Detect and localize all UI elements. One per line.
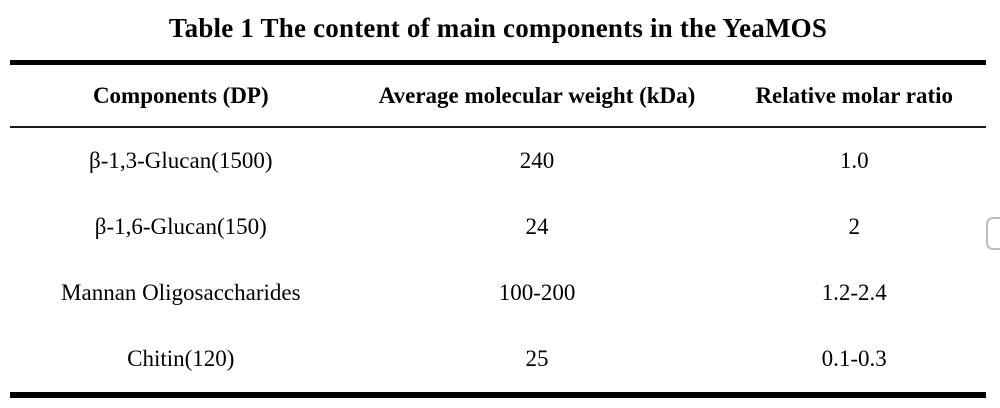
table-row: Chitin(120) 25 0.1-0.3 [10,326,986,392]
cell-component-name: β-1,6-Glucan(150) [94,214,267,239]
cell-molecular-weight: 240 [519,148,555,173]
column-header-components: Components (DP) [92,82,269,108]
cell-molar-ratio: 2 [848,214,860,239]
cell-component-name: β-1,3-Glucan(1500) [89,148,273,173]
cell-molecular-weight: 100-200 [498,280,576,305]
table-row: β-1,3-Glucan(1500) 240 1.0 [10,128,986,194]
cell-molecular-weight: 24 [525,214,549,239]
components-table: Components (DP) Average molecular weight… [10,60,986,398]
table-header-row: Components (DP) Average molecular weight… [10,65,986,128]
cell-component-name: Mannan Oligosaccharides [61,280,301,305]
cell-molar-ratio: 1.2-2.4 [821,280,887,305]
table-title: Table 1 The content of main components i… [168,12,828,43]
clipped-edge-widget [986,217,1000,250]
cell-molar-ratio: 1.0 [839,148,869,173]
column-header-molar-ratio: Relative molar ratio [755,82,954,108]
cell-component-name: Chitin(120) [127,346,235,371]
cell-molecular-weight: 25 [525,346,549,371]
cell-molar-ratio: 0.1-0.3 [821,346,887,371]
table-row: β-1,6-Glucan(150) 24 2 [10,194,986,260]
column-header-molecular-weight: Average molecular weight (kDa) [378,82,696,108]
table-row: Mannan Oligosaccharides 100-200 1.2-2.4 [10,260,986,326]
